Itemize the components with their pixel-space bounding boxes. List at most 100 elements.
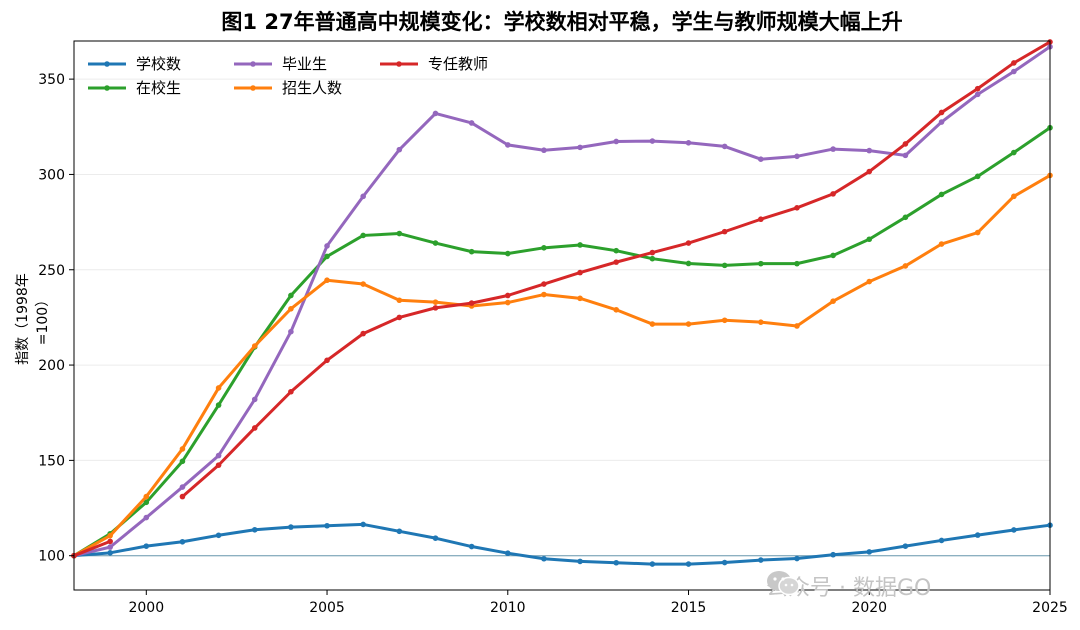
data-point (613, 247, 620, 254)
data-point (468, 543, 475, 550)
x-tick-label: 2020 (851, 600, 887, 616)
series-line-4-0 (72, 539, 112, 558)
data-point (288, 328, 294, 335)
data-point (396, 314, 403, 321)
data-point (541, 555, 547, 562)
data-point (179, 538, 186, 545)
data-point (794, 153, 800, 160)
series-3 (71, 172, 1053, 559)
legend-marker (250, 85, 256, 91)
data-point (396, 528, 403, 535)
data-point (504, 250, 511, 257)
data-point (830, 146, 836, 152)
data-point (432, 110, 439, 117)
data-point (577, 295, 583, 302)
data-point (215, 402, 222, 408)
data-point (360, 193, 366, 200)
data-point (758, 216, 764, 223)
data-point (974, 85, 981, 92)
data-point (179, 493, 186, 500)
data-point (721, 228, 728, 235)
gridlines (74, 78, 1050, 557)
data-point (685, 561, 692, 567)
data-point (902, 543, 909, 549)
data-point (577, 242, 583, 248)
data-point (902, 141, 909, 147)
data-point (830, 551, 836, 558)
data-point (504, 550, 511, 557)
data-point (649, 561, 656, 567)
series-4 (71, 39, 1053, 559)
data-point (794, 323, 800, 329)
legend-marker (104, 85, 110, 91)
legend-marker (250, 61, 256, 67)
data-point (902, 263, 909, 269)
data-point (107, 544, 113, 550)
x-tick-label: 2025 (1032, 600, 1068, 616)
data-point (143, 499, 150, 506)
data-point (143, 493, 150, 500)
data-point (468, 120, 475, 126)
wechat-icon (767, 571, 800, 596)
data-point (938, 241, 945, 247)
data-point (974, 173, 981, 180)
watermark: 公众号 · 数据GO (766, 570, 931, 602)
data-point (468, 300, 475, 306)
data-point (794, 555, 800, 562)
data-point (758, 319, 764, 325)
data-point (107, 538, 113, 545)
axis-ticks: 2000 2005 2010 2015 2020 2025 100 150 200 250 300 3… (38, 72, 1068, 616)
data-point (721, 262, 728, 269)
data-point (758, 156, 764, 162)
data-point (179, 458, 186, 465)
legend-label: 学校数 (136, 55, 181, 73)
data-point (324, 522, 330, 529)
data-point (649, 321, 656, 327)
legend-item-0: 学校数 (88, 55, 181, 73)
data-point (251, 343, 258, 349)
data-point (974, 229, 981, 236)
data-point (251, 526, 258, 533)
data-point (1011, 193, 1017, 200)
data-point (1011, 68, 1017, 75)
data-point (288, 292, 294, 299)
y-tick-label: 100 (38, 549, 65, 565)
data-point (866, 147, 873, 154)
data-point (721, 559, 728, 566)
data-point (902, 152, 909, 159)
legend-label: 招生人数 (282, 79, 342, 97)
legend-marker (396, 61, 402, 67)
data-point (649, 255, 656, 262)
data-point (974, 532, 981, 538)
data-point (360, 521, 366, 528)
x-tick-label: 2000 (128, 600, 164, 616)
data-point (974, 91, 981, 98)
data-point (288, 388, 294, 395)
data-point (215, 532, 222, 539)
data-point (649, 249, 656, 256)
series-2 (71, 43, 1053, 559)
data-point (324, 277, 330, 284)
legend-item-1: 在校生 (88, 79, 181, 97)
data-point (396, 146, 403, 153)
data-point (613, 259, 620, 265)
y-tick-label: 150 (38, 453, 65, 469)
data-point (107, 550, 113, 556)
data-point (541, 291, 547, 298)
data-point (324, 243, 330, 249)
data-point (288, 306, 294, 312)
data-point (830, 191, 836, 197)
data-point (143, 514, 150, 521)
data-point (468, 248, 475, 255)
data-point (432, 240, 439, 246)
data-point (504, 292, 511, 299)
data-point (143, 543, 150, 549)
data-point (360, 330, 366, 337)
data-point (541, 245, 547, 251)
x-tick-label: 2015 (671, 600, 707, 616)
series-group (71, 39, 1053, 567)
data-point (215, 462, 222, 468)
data-point (432, 535, 439, 541)
series-1 (71, 124, 1053, 559)
series-line-0-0 (72, 522, 1052, 566)
